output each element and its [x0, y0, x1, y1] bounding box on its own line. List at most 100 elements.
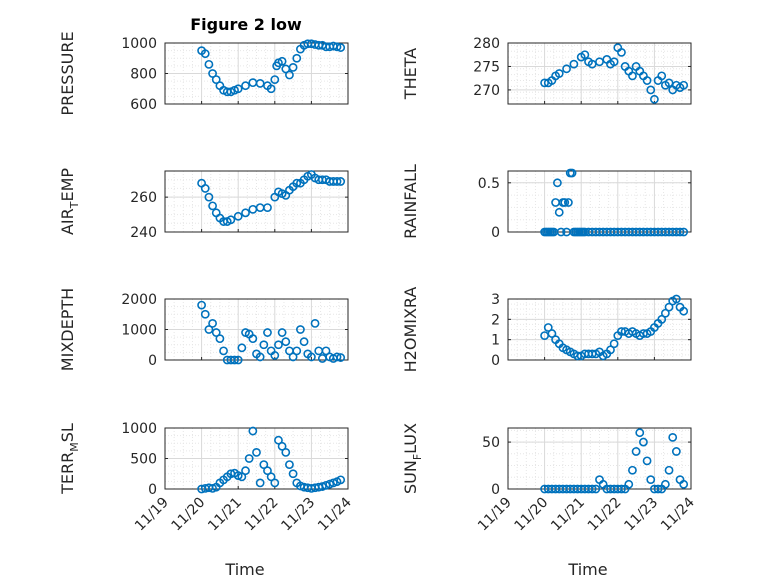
data-point: [628, 465, 637, 475]
data-point: [675, 227, 685, 237]
data-point: [314, 346, 324, 356]
data-point: [230, 355, 239, 365]
data-point: [679, 479, 689, 489]
y-axis-label: SUNFLUX: [401, 423, 424, 494]
data-point: [631, 447, 641, 456]
series-markers: [540, 168, 689, 237]
data-point: [653, 484, 663, 494]
data-point: [208, 318, 217, 328]
data-point: [336, 177, 346, 186]
minor-grid: [165, 170, 348, 233]
data-point: [244, 454, 254, 463]
data-point: [646, 85, 656, 95]
data-point: [263, 203, 272, 212]
figure-title: Figure 2 low: [190, 15, 302, 34]
data-point: [281, 447, 291, 457]
data-point: [285, 70, 294, 80]
data-point: [233, 211, 243, 221]
y-tick-label: 0: [491, 225, 500, 241]
data-point: [208, 69, 217, 78]
data-point: [679, 227, 689, 237]
data-point: [642, 76, 652, 85]
data-point: [660, 308, 670, 318]
y-axis-label: AIRTEMP: [58, 168, 81, 235]
data-point: [263, 328, 272, 337]
axes-box: [507, 42, 692, 105]
data-point: [252, 447, 261, 457]
data-point: [219, 346, 228, 356]
x-axis-label-right: Time: [567, 560, 607, 579]
data-point: [233, 355, 243, 365]
data-point: [200, 184, 210, 193]
data-point: [255, 478, 265, 488]
data-point: [204, 192, 214, 202]
x-tick-label: 11/19: [132, 495, 172, 535]
data-point: [270, 478, 280, 488]
y-tick-label: 2000: [121, 292, 157, 308]
data-point: [277, 56, 287, 66]
data-point: [617, 484, 626, 494]
y-tick-label: 1000: [121, 323, 157, 339]
chart-panel-3: 240 260 AIRTEMP: [58, 168, 349, 241]
series-markers: [540, 43, 689, 104]
chart-panel-1: 600 800 1000 PRESSURE: [58, 31, 349, 116]
data-point: [646, 475, 656, 485]
data-point: [288, 63, 298, 72]
data-point: [580, 50, 590, 60]
y-tick-label: 600: [130, 97, 157, 113]
data-point: [671, 294, 681, 304]
data-point: [591, 484, 601, 494]
data-point: [635, 428, 645, 438]
data-point: [310, 318, 320, 328]
series-markers: [197, 426, 346, 494]
minor-grid: [508, 298, 691, 361]
x-tick-label: 11/23: [278, 495, 318, 535]
y-tick-label: 1: [491, 333, 500, 349]
data-point: [332, 352, 342, 362]
series-markers: [540, 294, 689, 361]
y-tick-label: 800: [130, 67, 157, 83]
data-point: [609, 339, 619, 349]
data-point: [241, 81, 250, 91]
data-point: [551, 198, 560, 207]
axes-box: [164, 170, 349, 233]
data-point: [248, 334, 258, 344]
data-point: [296, 325, 305, 334]
data-point: [277, 328, 287, 337]
y-tick-label: 3: [491, 292, 500, 308]
data-point: [270, 75, 280, 84]
x-tick-label: 11/23: [621, 495, 661, 535]
data-point: [556, 227, 566, 237]
y-tick-label: 0: [491, 353, 500, 369]
data-point: [241, 466, 250, 476]
data-point: [332, 42, 342, 52]
x-axis-label-left: Time: [224, 560, 264, 579]
y-tick-label: 1000: [121, 421, 157, 437]
data-point: [657, 314, 667, 324]
data-point: [277, 441, 287, 451]
data-point: [317, 354, 327, 363]
data-point: [306, 352, 316, 362]
chart-panel-4: 0 0.5 RAINFALL: [401, 164, 692, 241]
x-tick-label: 11/24: [315, 494, 355, 534]
data-point: [255, 352, 265, 362]
y-tick-label: 2: [491, 312, 500, 328]
y-tick-label: 1000: [121, 36, 157, 52]
data-point: [266, 84, 276, 94]
data-point: [671, 447, 681, 456]
data-point: [208, 201, 217, 211]
data-point: [204, 59, 214, 69]
data-point: [292, 346, 302, 356]
y-tick-label: 0: [148, 482, 157, 498]
data-point: [609, 57, 619, 67]
data-point: [211, 328, 221, 337]
data-point: [270, 351, 280, 360]
y-tick-label: 50: [482, 435, 500, 451]
y-axis-label: MIXDEPTH: [58, 288, 77, 371]
x-tick-label: 11/21: [205, 495, 245, 535]
minor-grid: [508, 171, 691, 233]
data-point: [215, 334, 225, 344]
data-point: [617, 47, 626, 57]
data-point: [200, 309, 210, 319]
